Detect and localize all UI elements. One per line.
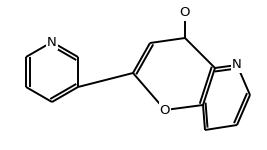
Text: O: O bbox=[160, 103, 170, 117]
Text: N: N bbox=[47, 36, 57, 48]
Text: O: O bbox=[180, 6, 190, 20]
Text: N: N bbox=[232, 58, 242, 72]
